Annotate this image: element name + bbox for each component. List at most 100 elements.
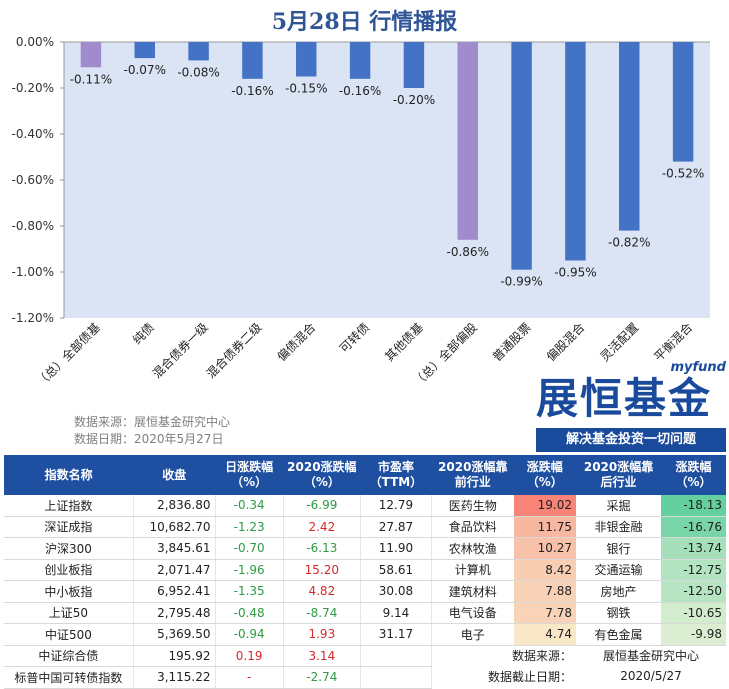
bottom-sector-change: -18.13: [661, 495, 726, 517]
footer-label: 数据来源：: [512, 649, 573, 664]
table-row: 中小板指 6,952.41 -1.35 4.82 30.08: [4, 580, 433, 603]
bottom-sector-name: 钢铁: [576, 602, 662, 624]
table-row: 创业板指 2,071.47 -1.96 15.20 58.61: [4, 559, 433, 581]
sector-table: 2020涨幅靠前行业 涨跌幅（%） 2020涨幅靠后行业 涨跌幅（%） 医药生物…: [432, 455, 726, 687]
data-label: -0.07%: [124, 63, 166, 77]
category-label: 纯债: [130, 320, 157, 347]
category-label: 平衡混合: [651, 320, 696, 365]
daily-change: -: [215, 666, 284, 689]
category-label: 混合债券一级: [149, 320, 211, 382]
col-top-change: 涨跌幅（%）: [513, 455, 577, 495]
daily-change: -1.23: [215, 516, 284, 538]
category-label: 可转债: [336, 320, 372, 356]
table-row: 标普中国可转债指数 3,115.22- -2.74: [4, 666, 433, 689]
bar: [457, 42, 478, 240]
brand-logo: myfund 展恒基金 解决基金投资一切问题: [536, 360, 726, 455]
bar: [349, 42, 371, 79]
table-row: 食品饮料 11.75 非银金融 -16.76: [432, 516, 726, 538]
col-index-name: 指数名称: [4, 455, 134, 495]
table-row: 建筑材料 7.88 房地产 -12.50: [432, 580, 726, 603]
top-sector-name: 计算机: [432, 559, 514, 581]
close-value: 2,071.47: [133, 559, 216, 581]
y-tick-label: -0.40%: [12, 127, 54, 141]
close-value: 3,115.22: [133, 666, 216, 689]
data-label: -0.99%: [500, 275, 542, 289]
index-name: 中证500: [4, 623, 134, 646]
table-row: 计算机 8.42 交通运输 -12.75: [432, 559, 726, 581]
footer-row: 数据来源： 展恒基金研究中心: [432, 645, 726, 666]
category-label: 其他债基: [382, 320, 426, 364]
col-pe: 市盈率（TTM）: [360, 455, 432, 495]
y-tick-label: -1.00%: [12, 265, 54, 279]
close-value: 2,836.80: [133, 495, 216, 517]
table-row: 上证50 2,795.48 -0.48 -8.74 9.14: [4, 602, 433, 624]
category-label: 偏债混合: [274, 320, 319, 365]
data-label: -0.86%: [447, 245, 489, 259]
data-label: -0.16%: [231, 84, 273, 98]
top-sector-name: 农林牧渔: [432, 537, 514, 560]
daily-change: -0.94: [215, 623, 284, 646]
close-value: 6,952.41: [133, 580, 216, 603]
table-row: 深证成指 10,682.70 -1.23 2.42 27.87: [4, 516, 433, 538]
ytd-change: -6.99: [283, 495, 361, 517]
top-sector-name: 电气设备: [432, 602, 514, 624]
daily-change: -0.70: [215, 537, 284, 560]
bottom-sector-name: 采掘: [576, 495, 662, 517]
table-row: 电子 4.74 有色金属 -9.98: [432, 623, 726, 646]
data-label: -0.15%: [285, 82, 327, 96]
pe-ratio: 31.17: [360, 623, 433, 646]
pe-ratio: [360, 645, 433, 667]
top-sector-change: 19.02: [513, 495, 577, 517]
col-daily-change: 日涨跌幅（%）: [215, 455, 284, 495]
data-label: -0.95%: [554, 266, 596, 280]
close-value: 5,369.50: [133, 623, 216, 646]
daily-change: -0.48: [215, 602, 284, 624]
top-sector-name: 建筑材料: [432, 580, 514, 603]
bar: [134, 42, 155, 59]
table-row: 中证综合债 195.92 0.19 3.14: [4, 645, 433, 667]
daily-change: 0.19: [215, 645, 284, 667]
bottom-sector-change: -12.75: [661, 559, 726, 581]
y-tick-label: -1.20%: [12, 311, 54, 325]
category-label: 灵活配置: [598, 320, 642, 364]
ytd-change: 15.20: [283, 559, 361, 581]
bar: [619, 42, 640, 231]
col-top-sector: 2020涨幅靠前行业: [432, 455, 514, 495]
bottom-sector-name: 有色金属: [576, 623, 662, 646]
bottom-sector-name: 房地产: [576, 580, 662, 603]
col-bottom-change: 涨跌幅（%）: [661, 455, 726, 495]
close-value: 3,845.61: [133, 537, 216, 560]
ytd-change: 3.14: [283, 645, 361, 667]
top-sector-change: 8.42: [513, 559, 577, 581]
y-tick-label: -0.20%: [12, 81, 54, 95]
data-label: -0.20%: [393, 93, 435, 107]
bottom-sector-name: 银行: [576, 537, 662, 560]
index-name: 标普中国可转债指数: [4, 666, 134, 689]
data-label: -0.82%: [608, 236, 650, 250]
data-label: -0.08%: [177, 65, 219, 79]
table-row: 农林牧渔 10.27 银行 -13.74: [432, 537, 726, 560]
index-name: 上证指数: [4, 495, 134, 517]
daily-change: -0.34: [215, 495, 284, 517]
bar: [242, 42, 263, 79]
y-tick-label: -0.60%: [12, 173, 54, 187]
pe-ratio: 27.87: [360, 516, 433, 538]
table-row: 沪深300 3,845.61 -0.70 -6.13 11.90: [4, 537, 433, 560]
pe-ratio: 11.90: [360, 537, 433, 560]
close-value: 10,682.70: [133, 516, 216, 538]
daily-change: -1.35: [215, 580, 284, 603]
logo-myfund: myfund: [670, 360, 727, 375]
index-table: 指数名称 收盘 日涨跌幅（%） 2020涨跌幅（%） 市盈率（TTM） 上证指数…: [4, 455, 433, 689]
ytd-change: 4.82: [283, 580, 361, 603]
data-label: -0.52%: [662, 167, 704, 181]
pe-ratio: [360, 666, 433, 689]
category-label: 混合债券二级: [203, 320, 265, 382]
plot-area: [64, 42, 710, 318]
pe-ratio: 58.61: [360, 559, 433, 581]
top-sector-change: 4.74: [513, 623, 577, 646]
page-title: 5月28日 行情播报: [271, 9, 458, 35]
daily-change: -1.96: [215, 559, 284, 581]
col-close: 收盘: [133, 455, 216, 495]
footer-row: 数据截止日期： 2020/5/27: [432, 666, 726, 687]
category-label: 偏股混合: [543, 320, 588, 365]
